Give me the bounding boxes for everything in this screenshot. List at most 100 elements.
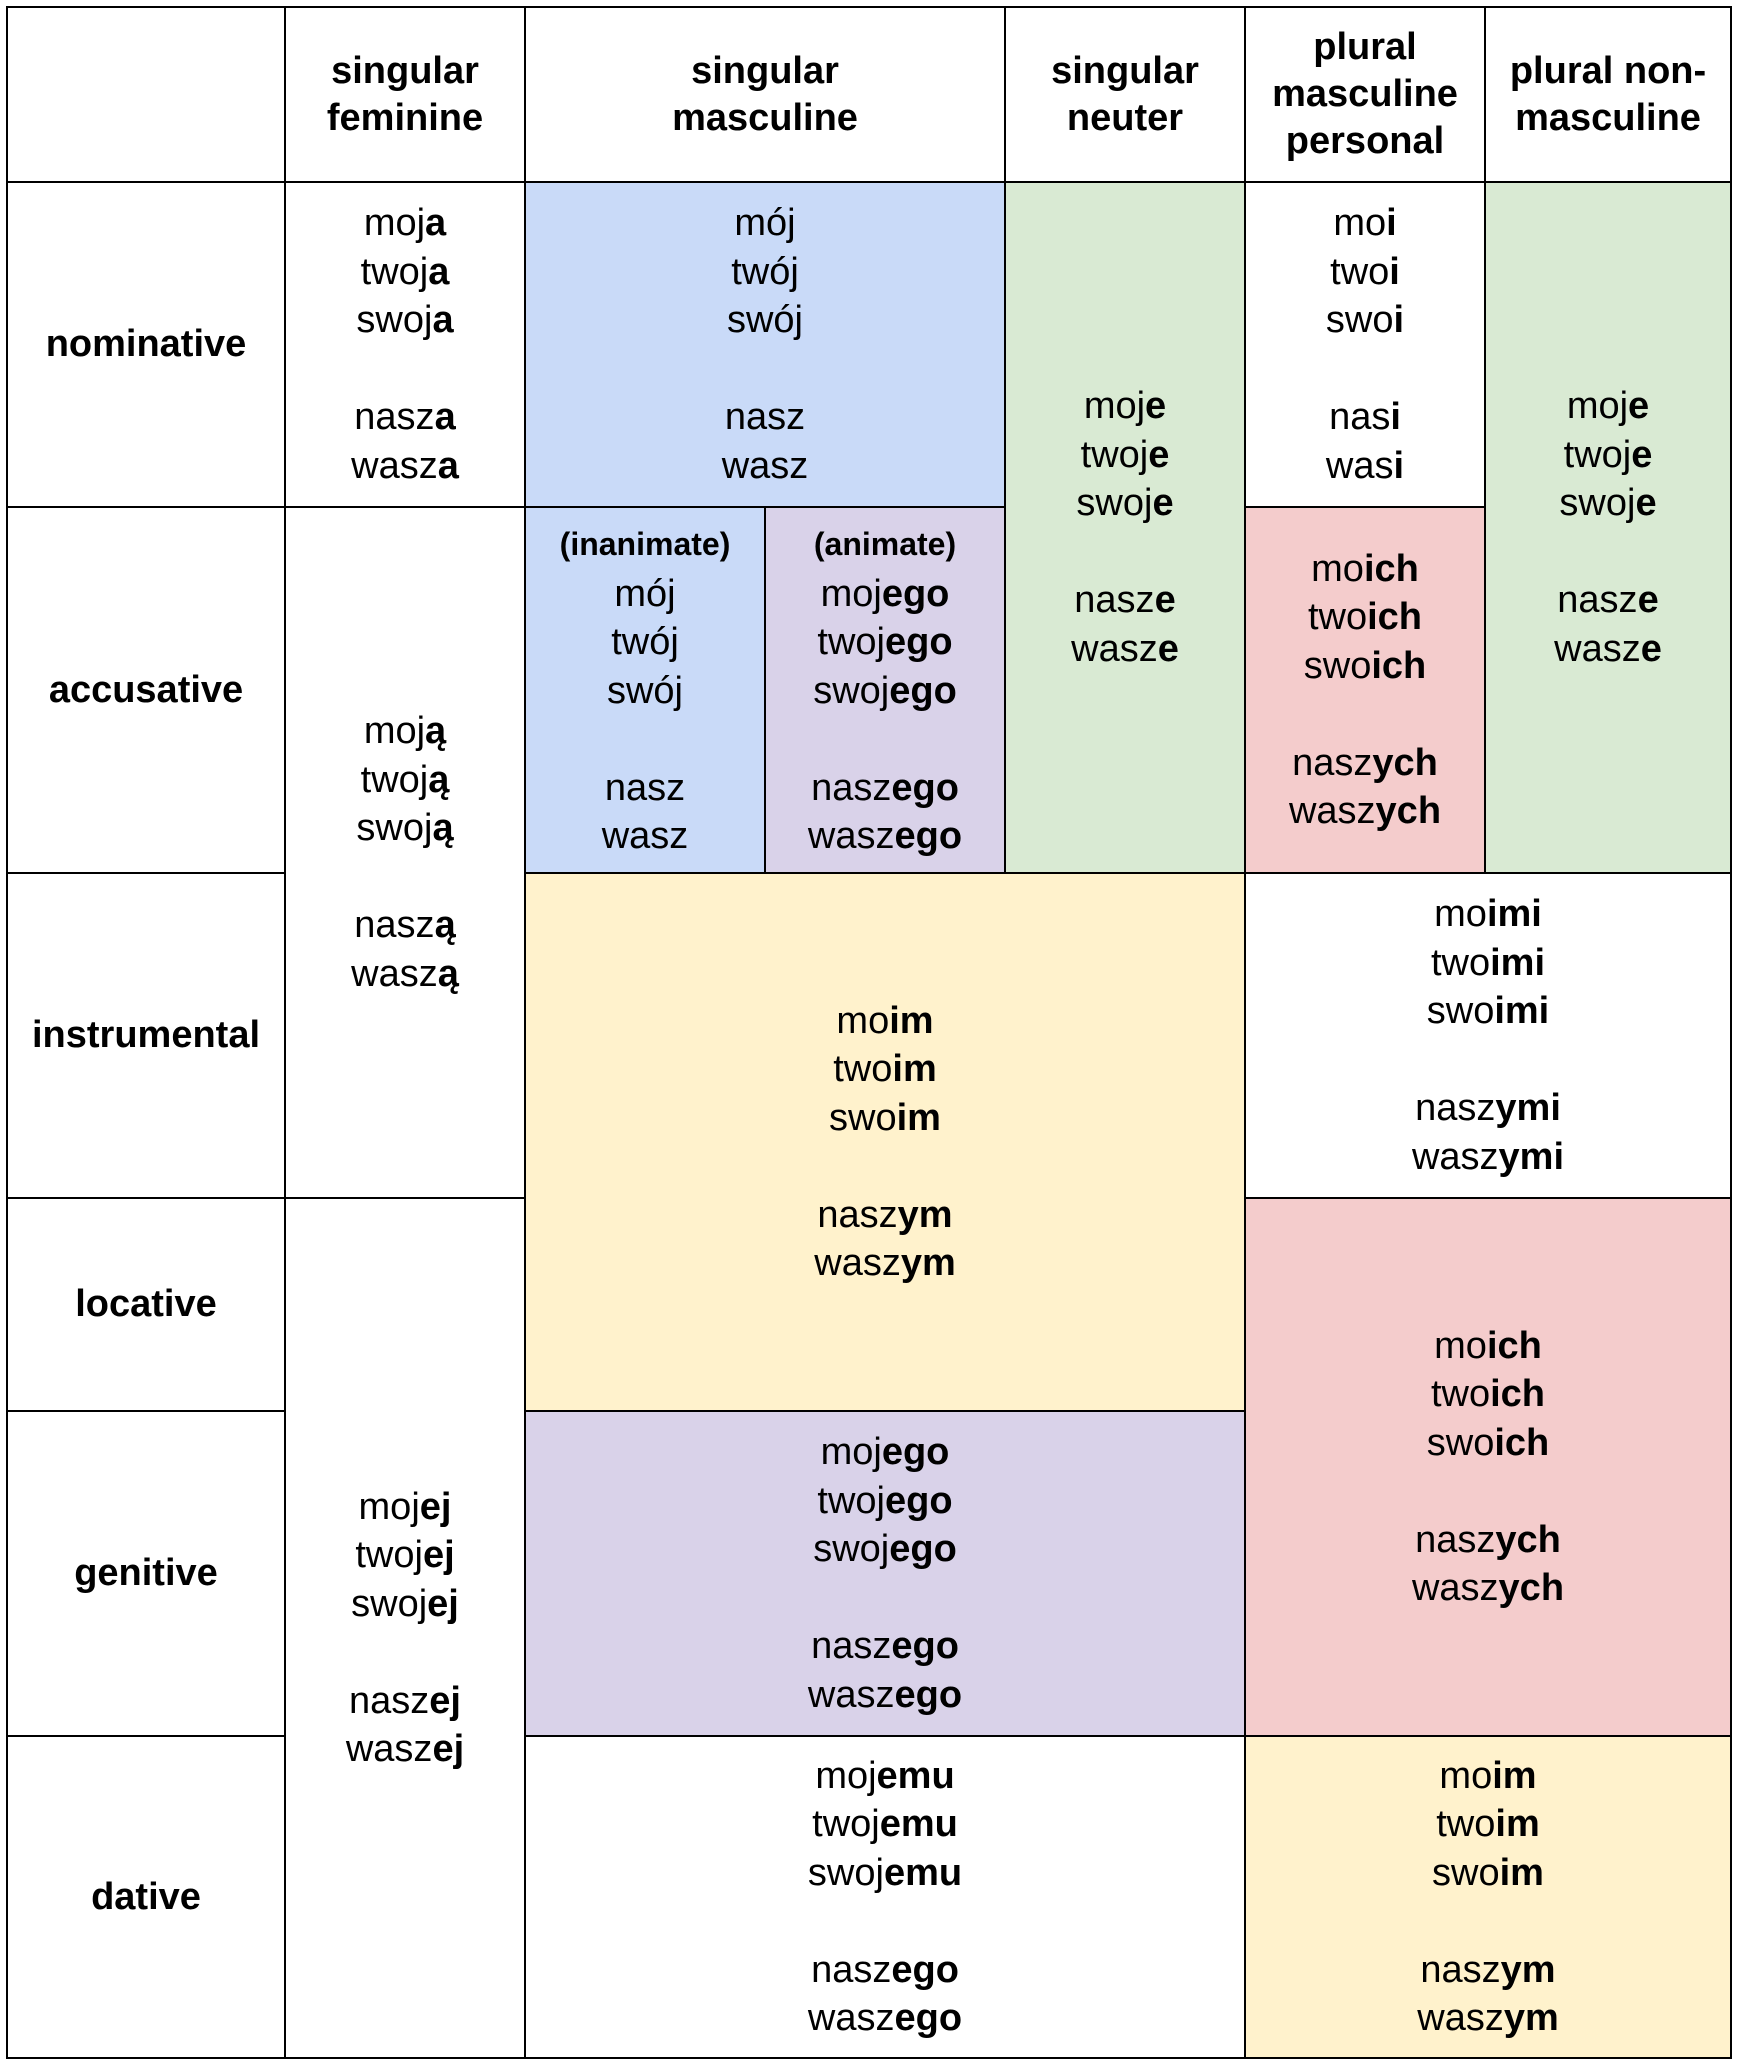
- word-form: waszym: [814, 1239, 956, 1288]
- form-stem: nasz: [1415, 1518, 1496, 1561]
- word-form: waszym: [1417, 1994, 1559, 2043]
- word-form: swojego: [813, 1525, 957, 1574]
- form-ending: e: [1154, 579, 1176, 621]
- animate-label: (animate): [813, 525, 957, 562]
- case-nominative: nominative: [6, 183, 286, 508]
- word-form: mojego: [821, 1428, 950, 1477]
- form-ending: i: [1393, 444, 1405, 487]
- word-form: moja: [364, 199, 446, 248]
- form-ending: e: [1145, 385, 1167, 427]
- word-form: swoich: [1427, 1419, 1549, 1468]
- form-stem: nasz: [354, 904, 435, 946]
- cell-nom-masc: mój twój swój nasz wasz: [526, 183, 1006, 508]
- form-ending: a: [434, 396, 456, 438]
- word-form: twój: [602, 618, 689, 667]
- word-form: twoją: [361, 756, 450, 805]
- form-ending: ego: [881, 572, 950, 615]
- form-stem: mo: [1434, 1324, 1487, 1367]
- word-form: moich: [1434, 1322, 1542, 1371]
- word-form: swojej: [351, 1580, 459, 1629]
- cell-acc-inanimate: (inanimate) mój twój swój nasz wasz: [526, 508, 766, 874]
- form-stem: twoj: [1563, 433, 1632, 476]
- form-ending: ej: [432, 1728, 465, 1770]
- form-stem: swój: [726, 299, 804, 341]
- form-ending: a: [428, 250, 450, 293]
- form-stem: twój: [731, 250, 799, 293]
- word-form: wasze: [1554, 625, 1662, 674]
- form-stem: two: [1330, 250, 1390, 293]
- word-form: nasz: [602, 764, 689, 813]
- form-stem: moj: [363, 202, 426, 244]
- case-label: genitive: [74, 1552, 218, 1594]
- word-form: wasi: [1326, 442, 1404, 491]
- form-stem: wasz: [1411, 1567, 1499, 1609]
- form-stem: swo: [1426, 990, 1495, 1032]
- word-form: swoim: [1432, 1849, 1544, 1898]
- cell-gen-sg: mojego twojego swojego naszego waszego: [526, 1412, 1246, 1737]
- form-ending: im: [889, 999, 934, 1042]
- form-stem: mo: [1311, 547, 1364, 590]
- word-form: naszego: [811, 1946, 959, 1995]
- form-ending: ej: [429, 1679, 461, 1722]
- header-line: personal: [1285, 120, 1445, 162]
- word-form: waszego: [808, 812, 962, 861]
- word-form: waszego: [808, 1671, 962, 1720]
- form-ending: ą: [425, 710, 447, 752]
- word-form: naszym: [817, 1191, 952, 1240]
- word-form: moimi: [1434, 890, 1542, 939]
- form-ending: e: [1628, 385, 1650, 427]
- word-form: mojego: [808, 570, 962, 619]
- header-line: singular: [1051, 49, 1199, 92]
- form-ending: ego: [885, 621, 953, 663]
- word-form: twoimi: [1431, 939, 1545, 988]
- word-form: swojemu: [808, 1849, 962, 1898]
- form-ending: a: [425, 202, 447, 244]
- word-form: nasi: [1329, 393, 1401, 442]
- form-stem: twoj: [360, 758, 429, 801]
- form-stem: moj: [1566, 385, 1629, 427]
- form-stem: moj: [820, 1431, 882, 1473]
- form-ending: emu: [883, 1851, 963, 1894]
- word-form: moim: [1439, 1752, 1536, 1801]
- form-stem: wasz: [1071, 627, 1158, 670]
- form-ending: ą: [434, 904, 456, 946]
- form-stem: swoj: [356, 299, 433, 341]
- word-form: naszej: [349, 1677, 461, 1726]
- word-form: mój: [734, 199, 795, 248]
- form-ending: ych: [1372, 741, 1438, 784]
- form-stem: nasz: [724, 396, 806, 438]
- form-ending: e: [1635, 482, 1657, 524]
- word-form: nasza: [354, 393, 455, 442]
- word-form: twoich: [1308, 593, 1422, 642]
- case-label: nominative: [45, 323, 247, 365]
- word-form: moim: [836, 997, 933, 1046]
- word-form: moje: [1084, 382, 1166, 431]
- header-line: singular: [331, 49, 479, 92]
- form-ending: ego: [891, 766, 959, 809]
- word-form: swój: [602, 667, 689, 716]
- header-line: masculine: [672, 96, 858, 139]
- word-form: swoimi: [1427, 987, 1549, 1036]
- form-stem: nasz: [811, 1625, 892, 1667]
- header-plural-non-masculine: plural non- masculine: [1486, 6, 1732, 183]
- word-form: twoi: [1330, 248, 1400, 297]
- form-stem: wasz: [601, 815, 689, 857]
- form-ending: emu: [876, 1754, 955, 1797]
- cell-acc-pl-masc-personal: moich twoich swoich naszych waszych: [1246, 508, 1486, 874]
- inanimate-label: (inanimate): [559, 525, 731, 562]
- form-stem: wasz: [1411, 1135, 1499, 1178]
- word-form: nasz: [725, 393, 805, 442]
- form-ending: ego: [889, 1528, 957, 1570]
- form-stem: two: [1430, 941, 1491, 984]
- word-form: wasze: [1071, 625, 1179, 674]
- cell-dat-pl: moim twoim swoim naszym waszym: [1246, 1737, 1732, 2059]
- form-stem: swo: [829, 1096, 897, 1139]
- form-stem: wasz: [814, 1242, 901, 1284]
- form-stem: mo: [1333, 202, 1387, 244]
- word-form: moich: [1311, 545, 1419, 594]
- form-ending: ymi: [1495, 1087, 1561, 1129]
- form-stem: swoj: [356, 807, 433, 849]
- form-stem: wasz: [721, 444, 809, 487]
- form-stem: swoj: [351, 1582, 428, 1625]
- word-form: moi: [1333, 199, 1396, 248]
